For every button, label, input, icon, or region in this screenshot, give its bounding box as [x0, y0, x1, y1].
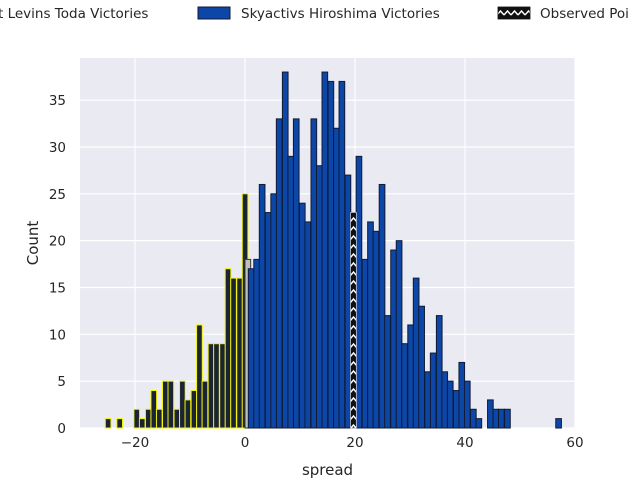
bar-series-2 — [390, 249, 397, 429]
bar-series-2 — [264, 212, 272, 429]
bar-series-2 — [401, 343, 408, 429]
bar-series-0 — [179, 380, 186, 429]
y-tick-label: 10 — [49, 327, 66, 343]
bar-series-2 — [333, 127, 340, 429]
bar-series-2 — [555, 418, 562, 429]
bar-series-2 — [470, 408, 477, 429]
y-tick-label: 25 — [49, 187, 66, 203]
bars — [104, 71, 562, 429]
bar-series-2 — [487, 399, 494, 429]
x-tick-label: 40 — [456, 435, 473, 451]
bar-series-2 — [492, 408, 500, 429]
bar-series-2 — [429, 352, 437, 429]
bar-series-2 — [378, 183, 386, 429]
bar-series-0 — [201, 380, 209, 429]
bar-series-2 — [435, 315, 443, 429]
y-tick-label: 30 — [49, 140, 66, 156]
bar-series-0 — [144, 408, 152, 429]
bar-series-0 — [236, 277, 243, 429]
bar-series-2 — [407, 324, 414, 429]
bar-series-2 — [452, 390, 460, 429]
legend: t Levins Toda Victories Skyactivs Hiroshi… — [0, 6, 629, 22]
x-tick-label: 60 — [566, 435, 583, 451]
y-tick-label: 0 — [57, 421, 66, 437]
y-tick-label: 15 — [49, 280, 66, 296]
legend-swatch — [197, 6, 231, 20]
bar-series-0 — [162, 380, 169, 429]
y-axis-label: Count — [24, 221, 42, 266]
bar-series-2 — [253, 258, 260, 429]
bar-series-2 — [367, 221, 374, 429]
bar-series-0 — [190, 390, 198, 429]
legend-label: Observed Poi — [540, 6, 629, 22]
bar-series-0 — [155, 408, 163, 429]
bar-series-2 — [446, 380, 454, 429]
bar-series-2 — [355, 155, 363, 429]
x-axis-ticks: −20 0 20 40 60 — [121, 435, 584, 451]
legend-label: Skyactivs Hiroshima Victories — [241, 6, 440, 22]
bar-series-2 — [498, 408, 505, 429]
bar-series-0 — [150, 390, 158, 429]
bar-series-2 — [384, 315, 391, 429]
bar-series-2 — [287, 155, 295, 429]
y-tick-label: 20 — [49, 234, 66, 250]
bar-series-0 — [133, 408, 141, 429]
bar-series-2 — [395, 240, 403, 429]
bar-series-2 — [361, 258, 369, 429]
bar-series-0 — [207, 343, 215, 429]
legend-label: t Levins Toda Victories — [0, 6, 148, 22]
bar-series-0 — [224, 268, 232, 429]
bar-series-2 — [281, 71, 289, 429]
bar-series-2 — [321, 71, 329, 429]
bar-series-2 — [275, 118, 283, 429]
bar-series-0 — [196, 324, 203, 429]
bar-series-2 — [418, 305, 425, 429]
bar-series-0 — [138, 418, 146, 429]
bar-series-2 — [344, 174, 352, 429]
bar-series-0 — [230, 277, 237, 429]
bar-series-2 — [327, 80, 335, 429]
bar-series-0 — [104, 418, 112, 429]
bar-series-2 — [412, 277, 420, 429]
y-tick-label: 5 — [57, 374, 66, 390]
bar-series-2 — [316, 165, 323, 429]
bar-series-2 — [338, 80, 346, 429]
bar-series-2 — [292, 118, 300, 429]
bar-series-0 — [173, 408, 181, 429]
bar-series-0 — [213, 343, 220, 429]
bar-series-3 — [350, 212, 357, 429]
bar-series-2 — [310, 118, 318, 429]
y-axis-ticks: 0 5 10 15 20 25 30 35 — [49, 93, 66, 437]
y-tick-label: 35 — [49, 93, 66, 109]
bar-series-2 — [463, 380, 471, 429]
x-tick-label: 20 — [346, 435, 363, 451]
legend-swatch — [497, 6, 531, 20]
bar-series-2 — [270, 193, 278, 429]
bar-series-0 — [167, 380, 175, 429]
bar-series-0 — [116, 418, 124, 429]
bar-series-2 — [441, 371, 449, 429]
bar-series-0 — [219, 343, 226, 429]
x-tick-label: −20 — [121, 435, 150, 451]
bar-series-0 — [184, 399, 192, 429]
bar-series-2 — [298, 202, 306, 429]
bar-series-2 — [504, 408, 511, 429]
x-tick-label: 0 — [241, 435, 250, 451]
bar-series-2 — [372, 230, 380, 429]
bar-series-2 — [424, 371, 432, 429]
bar-series-2 — [475, 418, 483, 429]
bar-series-2 — [247, 268, 255, 429]
x-axis-label: spread — [302, 461, 353, 479]
bar-series-2 — [258, 183, 266, 429]
bar-series-2 — [458, 361, 466, 429]
bar-series-2 — [304, 221, 312, 429]
